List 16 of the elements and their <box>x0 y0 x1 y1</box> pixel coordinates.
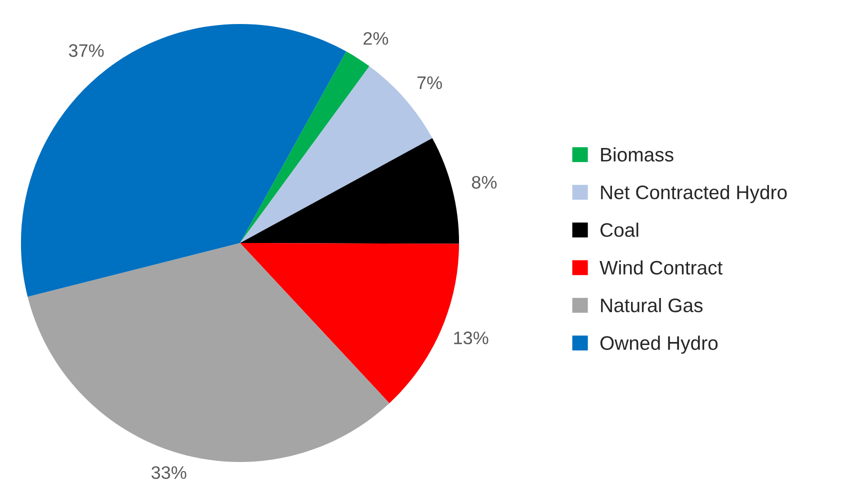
data-label: 2% <box>364 32 388 45</box>
legend-label: Net Contracted Hydro <box>601 184 787 204</box>
legend-label: Coal <box>600 222 638 237</box>
data-label: 7% <box>417 76 442 90</box>
pie-slice <box>240 138 460 244</box>
pie-slice <box>28 243 390 462</box>
data-label: 13% <box>454 332 488 344</box>
legend-label: Wind Contract <box>600 260 723 275</box>
data-label: 37% <box>68 44 104 57</box>
legend-label: Biomass <box>601 147 674 162</box>
data-label: 8% <box>472 176 497 189</box>
pie-slice <box>240 51 370 243</box>
legend-label: Natural Gas <box>601 298 703 312</box>
data-label: 33% <box>151 466 186 479</box>
legend-label: Owned Hydro <box>600 336 718 354</box>
pie-slice <box>20 24 346 297</box>
